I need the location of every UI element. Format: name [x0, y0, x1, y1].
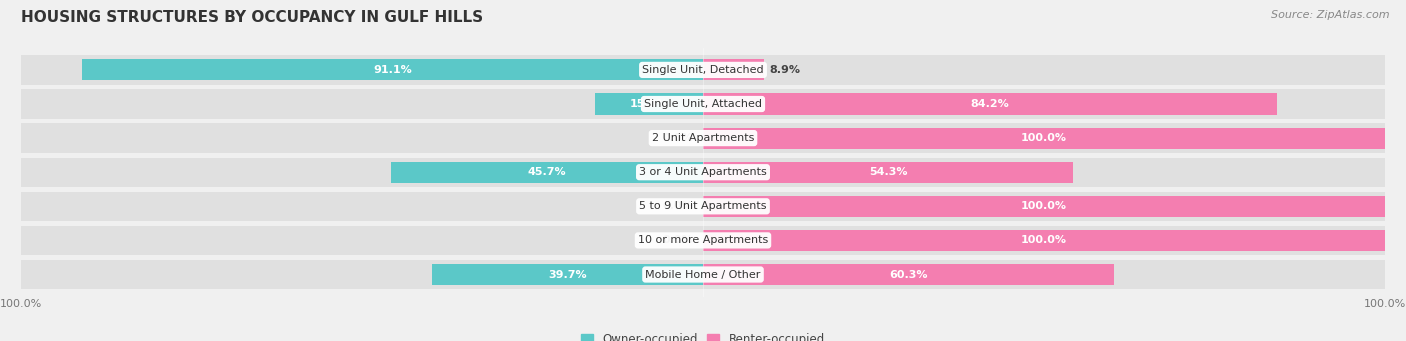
- Bar: [21, 158, 703, 187]
- Bar: [391, 162, 703, 183]
- Text: 10 or more Apartments: 10 or more Apartments: [638, 235, 768, 246]
- Bar: [21, 260, 703, 289]
- Text: Source: ZipAtlas.com: Source: ZipAtlas.com: [1271, 10, 1389, 20]
- Text: 91.1%: 91.1%: [373, 65, 412, 75]
- Bar: [432, 264, 703, 285]
- Text: 84.2%: 84.2%: [970, 99, 1010, 109]
- Bar: [703, 158, 1385, 187]
- Text: Single Unit, Detached: Single Unit, Detached: [643, 65, 763, 75]
- Text: 3 or 4 Unit Apartments: 3 or 4 Unit Apartments: [640, 167, 766, 177]
- Text: Single Unit, Attached: Single Unit, Attached: [644, 99, 762, 109]
- Text: 8.9%: 8.9%: [769, 65, 800, 75]
- Bar: [703, 192, 1385, 221]
- Bar: [21, 192, 703, 221]
- Text: 100.0%: 100.0%: [1021, 201, 1067, 211]
- Text: 60.3%: 60.3%: [890, 269, 928, 280]
- Bar: [703, 230, 1385, 251]
- Bar: [703, 128, 1385, 149]
- Bar: [703, 93, 1277, 115]
- Text: 2 Unit Apartments: 2 Unit Apartments: [652, 133, 754, 143]
- Text: 45.7%: 45.7%: [527, 167, 567, 177]
- Bar: [21, 226, 703, 255]
- Text: 0.0%: 0.0%: [662, 235, 693, 246]
- Legend: Owner-occupied, Renter-occupied: Owner-occupied, Renter-occupied: [581, 332, 825, 341]
- Text: 100.0%: 100.0%: [1021, 235, 1067, 246]
- Text: 0.0%: 0.0%: [662, 201, 693, 211]
- Bar: [703, 196, 1385, 217]
- Text: 15.8%: 15.8%: [630, 99, 668, 109]
- Text: Mobile Home / Other: Mobile Home / Other: [645, 269, 761, 280]
- Bar: [82, 59, 703, 80]
- Bar: [21, 55, 703, 85]
- Bar: [703, 162, 1073, 183]
- Text: 54.3%: 54.3%: [869, 167, 907, 177]
- Bar: [595, 93, 703, 115]
- Bar: [703, 226, 1385, 255]
- Bar: [21, 89, 703, 119]
- Text: 39.7%: 39.7%: [548, 269, 586, 280]
- Bar: [703, 264, 1114, 285]
- Bar: [703, 260, 1385, 289]
- Bar: [703, 55, 1385, 85]
- Text: HOUSING STRUCTURES BY OCCUPANCY IN GULF HILLS: HOUSING STRUCTURES BY OCCUPANCY IN GULF …: [21, 10, 484, 25]
- Text: 100.0%: 100.0%: [1021, 133, 1067, 143]
- Bar: [703, 59, 763, 80]
- Text: 0.0%: 0.0%: [662, 133, 693, 143]
- Bar: [703, 123, 1385, 153]
- Text: 5 to 9 Unit Apartments: 5 to 9 Unit Apartments: [640, 201, 766, 211]
- Bar: [21, 123, 703, 153]
- Bar: [703, 89, 1385, 119]
